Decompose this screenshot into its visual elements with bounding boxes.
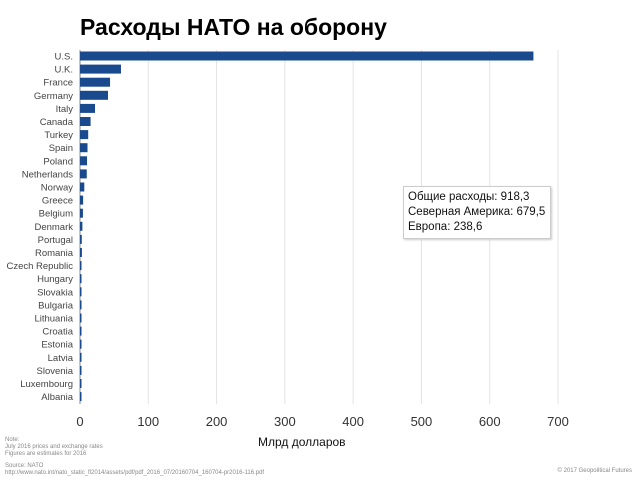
- bar: [80, 51, 534, 61]
- category-label: Estonia: [41, 340, 73, 351]
- category-label: Hungary: [37, 274, 73, 285]
- category-label: Poland: [43, 156, 73, 167]
- category-label: Czech Republic: [6, 261, 73, 272]
- bar: [80, 77, 111, 87]
- bar: [80, 90, 108, 100]
- category-label: Bulgaria: [38, 300, 74, 311]
- category-label: Romania: [35, 248, 74, 259]
- note: Note: July 2016 prices and exchange rate…: [5, 437, 103, 458]
- category-label: U.S.: [55, 52, 73, 63]
- source-label: Source: NATO: [5, 463, 44, 469]
- bar: [80, 379, 82, 388]
- x-tick-label: 600: [479, 414, 501, 429]
- bar: [80, 287, 82, 297]
- bar: [80, 274, 82, 284]
- category-label: Slovenia: [37, 366, 74, 377]
- category-label: Germany: [34, 91, 73, 102]
- x-tick-label: 100: [137, 414, 159, 429]
- annotation-europe: Европа: 238,6: [408, 221, 483, 233]
- bar: [80, 313, 82, 323]
- bar: [80, 234, 82, 244]
- x-tick-label: 700: [547, 414, 569, 429]
- x-tick-label: 400: [342, 414, 364, 429]
- bar: [80, 392, 82, 402]
- copyright: © 2017 Geopolitical Futures: [557, 468, 632, 474]
- x-tick-label: 0: [76, 414, 83, 429]
- bar: [80, 103, 96, 113]
- category-label: U.K.: [55, 65, 73, 76]
- bar: [80, 156, 88, 166]
- category-label: Lithuania: [34, 314, 73, 325]
- bar: [80, 261, 82, 271]
- x-tick-label: 500: [411, 414, 433, 429]
- category-label: Canada: [40, 117, 74, 128]
- bar: [80, 195, 84, 205]
- category-label: Turkey: [44, 130, 73, 141]
- source: Source: NATO http://www.nato.int/nato_st…: [5, 463, 264, 477]
- bar: [80, 326, 82, 336]
- bar: [80, 248, 82, 257]
- bar: [80, 339, 82, 349]
- category-label: Norway: [41, 183, 73, 194]
- source-url: http://www.nato.int/nato_static_fl2014/a…: [5, 470, 265, 476]
- category-label: Latvia: [48, 353, 74, 364]
- note-line: July 2016 prices and exchange rates: [5, 444, 103, 450]
- x-axis-label: Млрд долларов: [258, 435, 346, 449]
- bar: [80, 221, 83, 231]
- annotation-north-america: Северная Америка: 679,5: [408, 206, 546, 218]
- bar: [80, 169, 87, 179]
- bar: [80, 130, 89, 140]
- category-label: Spain: [49, 143, 73, 154]
- bar: [80, 208, 83, 218]
- bar: [80, 143, 88, 153]
- x-tick-label: 200: [206, 414, 228, 429]
- category-label: France: [43, 78, 73, 89]
- x-tick-label: 300: [274, 414, 296, 429]
- category-label: Croatia: [42, 327, 73, 338]
- category-label: Greece: [42, 196, 73, 207]
- category-label: Netherlands: [22, 169, 73, 180]
- category-label: Slovakia: [37, 287, 74, 298]
- note-label: Note:: [5, 437, 20, 443]
- bar: [80, 300, 82, 310]
- bar: [80, 64, 121, 74]
- category-label: Italy: [56, 104, 74, 115]
- annotation-total: Общие расходы: 918,3: [408, 191, 530, 203]
- chart-title: Расходы НАТО на оборону: [80, 14, 387, 40]
- bar: [80, 365, 82, 375]
- category-label: Albania: [41, 392, 73, 403]
- bar: [80, 117, 91, 126]
- category-label: Luxembourg: [20, 379, 73, 390]
- category-label: Belgium: [39, 209, 73, 220]
- note-line: Figures are estimates for 2016: [5, 451, 87, 457]
- category-label: Portugal: [38, 235, 73, 246]
- category-label: Denmark: [34, 222, 73, 233]
- bar: [80, 182, 85, 192]
- totals-annotation: Общие расходы: 918,3 Северная Америка: 6…: [403, 186, 551, 239]
- bar: [80, 352, 82, 362]
